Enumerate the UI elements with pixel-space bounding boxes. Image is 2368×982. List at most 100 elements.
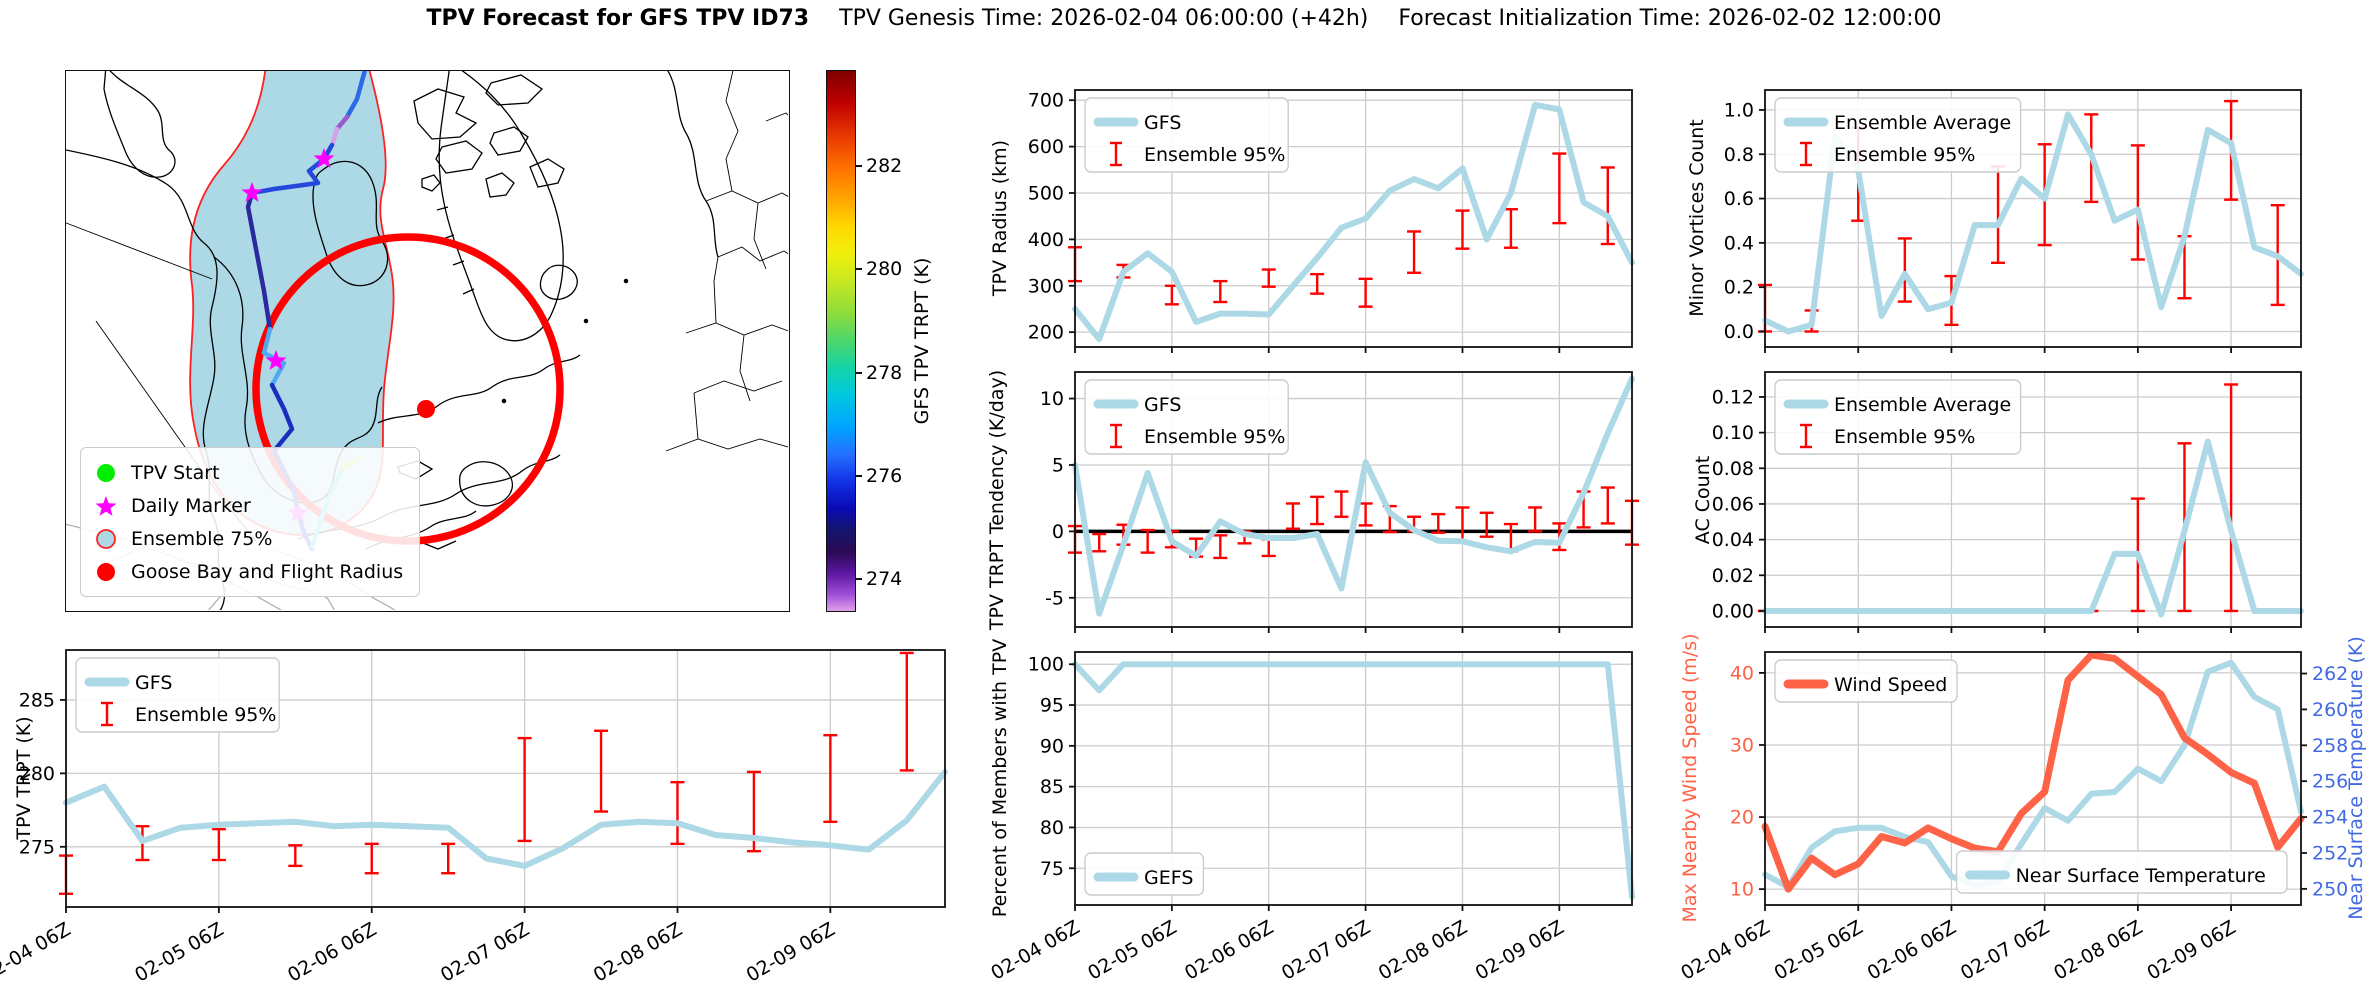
x-tick-label: 02-08 06Z (2050, 916, 2146, 982)
legend-label: Ensemble 95% (1834, 144, 1975, 166)
svg-text:0.8: 0.8 (1724, 144, 1754, 166)
series-gfs (1072, 375, 1635, 617)
map-legend-label: Ensemble 75% (131, 527, 273, 550)
legend-label: Wind Speed (1834, 674, 1947, 696)
ylabel-tpv-radius: TPV Radius (km) (989, 139, 1011, 297)
dot-icon (97, 562, 115, 581)
x-tick-label: 02-09 06Z (1472, 916, 1568, 982)
ylabel-ac-count: AC Count (1692, 455, 1714, 545)
daily-marker-star (313, 148, 335, 168)
svg-text:0: 0 (1052, 521, 1064, 543)
legend: GFS Ensemble 95% (1084, 97, 1289, 173)
series-ensemble-average (1762, 438, 2304, 618)
axes-ticks: -5 0 5 10 (1040, 388, 1561, 633)
plot-tendency: -5 0 5 10 GFS Ensemble 95% (1040, 371, 1639, 633)
series-wind-speed (1761, 651, 2305, 893)
error-bars (59, 651, 914, 895)
legend: Ensemble Average Ensemble 95% (1774, 97, 2022, 173)
colorbar-tick-mark (856, 268, 862, 271)
svg-text:254: 254 (2312, 807, 2348, 829)
x-tick-label: 02-06 06Z (1864, 916, 1960, 982)
map-legend-label: TPV Start (131, 461, 220, 484)
x-tick-label: 02-05 06Z (1084, 916, 1180, 982)
axes-ticks: 200 300 400 500 600 700 (1028, 90, 1561, 353)
svg-text:-5: -5 (1045, 587, 1064, 609)
svg-text:10: 10 (1730, 879, 1754, 901)
series-gfs (63, 768, 948, 869)
plot-percent: 75 80 85 90 95 100 02-04 06Z 02-05 06Z 02-06 06Z… (987, 651, 1635, 982)
plot-frame (65, 649, 946, 908)
svg-text:256: 256 (2312, 771, 2348, 793)
svg-text:275: 275 (19, 836, 55, 858)
colorbar-tick-mark (856, 164, 862, 167)
plot-frame (1074, 89, 1633, 348)
colorbar-label: GFS TPV TRPT (K) (911, 257, 933, 425)
x-tick-label: 02-07 06Z (1278, 916, 1374, 982)
svg-text:0.2: 0.2 (1724, 277, 1754, 299)
chart-trpt-tendency: -5 0 5 10 GFS Ensemble 95% (1040, 371, 1639, 633)
map-legend-item: TPV Start (93, 456, 403, 489)
ylabel-tpv-trpt: TPV TRPT (K) (13, 716, 35, 840)
series-gfs (1072, 101, 1635, 343)
series-gefs (1072, 661, 1635, 900)
colorbar-tick-mark (856, 474, 862, 477)
x-tick-label: 02-07 06Z (1957, 916, 2053, 982)
legend: Wind Speed (1774, 659, 1958, 703)
x-tick-label: 02-08 06Z (1375, 916, 1471, 982)
legend-label: Ensemble 95% (1834, 426, 1975, 448)
ylabel-trpt-tendency: TPV TRPT Tendency (K/day) (986, 369, 1008, 631)
svg-text:0.04: 0.04 (1712, 529, 1754, 551)
x-tick-label: 02-06 06Z (1181, 916, 1277, 982)
svg-text:95: 95 (1040, 695, 1064, 717)
legend-label: GEFS (1144, 867, 1193, 889)
svg-text:260: 260 (2312, 699, 2348, 721)
legend-label: GFS (1144, 112, 1181, 134)
chart-tpv-trpt: 275 280 285 02-04 06Z 02-05 06Z 02-06 06Z 02-0… (0, 649, 948, 982)
svg-text:258: 258 (2312, 735, 2348, 757)
map-legend-item: Ensemble 75% (93, 522, 403, 555)
legend: GFS Ensemble 95% (1084, 379, 1289, 455)
svg-text:285: 285 (19, 689, 55, 711)
x-tick-label: 02-09 06Z (743, 918, 839, 982)
svg-text:0.6: 0.6 (1724, 188, 1754, 210)
svg-text:85: 85 (1040, 776, 1064, 798)
figure-title: TPV Forecast for GFS TPV ID73 TPV Genesi… (0, 6, 2368, 31)
plot-frame (1764, 89, 2302, 348)
colorbar-tick-label: 274 (866, 568, 903, 591)
ylabel-wind-speed: Max Nearby Wind Speed (m/s) (1679, 633, 1701, 923)
error-bars (1758, 99, 2285, 333)
x-tick-label: 02-05 06Z (131, 918, 227, 982)
plot-frame (1074, 651, 1633, 906)
legend: Near Surface Temperature (1955, 850, 2288, 894)
svg-text:200: 200 (1028, 322, 1064, 344)
colorbar-tick-mark (856, 578, 862, 581)
daily-marker-star (241, 182, 263, 202)
svg-text:20: 20 (1730, 807, 1754, 829)
svg-text:0.02: 0.02 (1712, 565, 1754, 587)
x-tick-label: 02-08 06Z (590, 918, 686, 982)
legend: GEFS (1084, 852, 1205, 896)
legend: GFS Ensemble 95% (75, 657, 280, 733)
trpt-colorbar (826, 70, 856, 612)
ylabel-percent: Percent of Members with TPV (989, 638, 1011, 918)
colorbar-tick-label: 276 (866, 464, 903, 487)
legend-label: Ensemble 95% (1144, 144, 1285, 166)
x-tick-label: 02-07 06Z (437, 918, 533, 982)
legend: Ensemble Average Ensemble 95% (1774, 379, 2022, 455)
colorbar-tick-label: 282 (866, 154, 903, 177)
plot-frame (1764, 371, 2302, 628)
legend-label: Ensemble 95% (1144, 426, 1285, 448)
svg-text:0.00: 0.00 (1712, 600, 1754, 622)
star-icon (95, 495, 117, 516)
chart-ac-count: 0.00 0.02 0.04 0.06 0.08 0.10 0.12 Ensemble Ave… (1712, 371, 2304, 633)
legend-label: Ensemble 95% (135, 704, 276, 726)
map-legend: TPV Start Daily Marker Ensemble 75% Goose B… (80, 447, 421, 597)
svg-text:90: 90 (1040, 735, 1064, 757)
svg-text:280: 280 (19, 763, 55, 785)
x-tick-label: 02-04 06Z (1677, 916, 1773, 982)
x-tick-label: 02-06 06Z (284, 918, 380, 982)
daily-marker-star (265, 350, 287, 370)
